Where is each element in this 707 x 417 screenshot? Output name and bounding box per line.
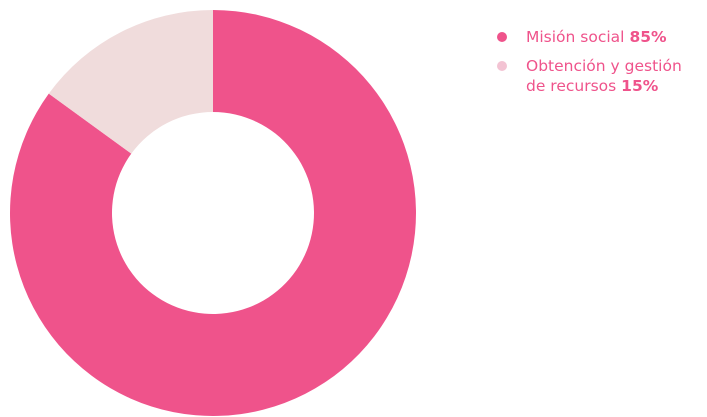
legend-item-obtencion-recursos: Obtención y gestión de recursos 15% bbox=[496, 56, 706, 96]
legend-value-mision-social: 85% bbox=[629, 28, 667, 46]
legend-value-obtencion-recursos: 15% bbox=[621, 77, 659, 95]
donut-slice-mision-social bbox=[9, 10, 416, 416]
legend-text-mision-social: Misión social 85% bbox=[526, 27, 706, 47]
donut-chart bbox=[9, 10, 416, 416]
legend-label-mision-social: Misión social bbox=[526, 28, 625, 46]
legend-dot-obtencion-recursos bbox=[497, 61, 507, 71]
legend-dot-mision-social bbox=[497, 32, 507, 42]
legend-item-mision-social: Misión social 85% bbox=[496, 27, 706, 47]
legend-label-obtencion-recursos: Obtención y gestión de recursos bbox=[526, 57, 682, 95]
donut-slice-obtencion-recursos bbox=[48, 10, 214, 154]
legend-text-obtencion-recursos: Obtención y gestión de recursos 15% bbox=[526, 56, 706, 96]
chart-legend: Misión social 85% Obtención y gestión de… bbox=[496, 27, 706, 105]
